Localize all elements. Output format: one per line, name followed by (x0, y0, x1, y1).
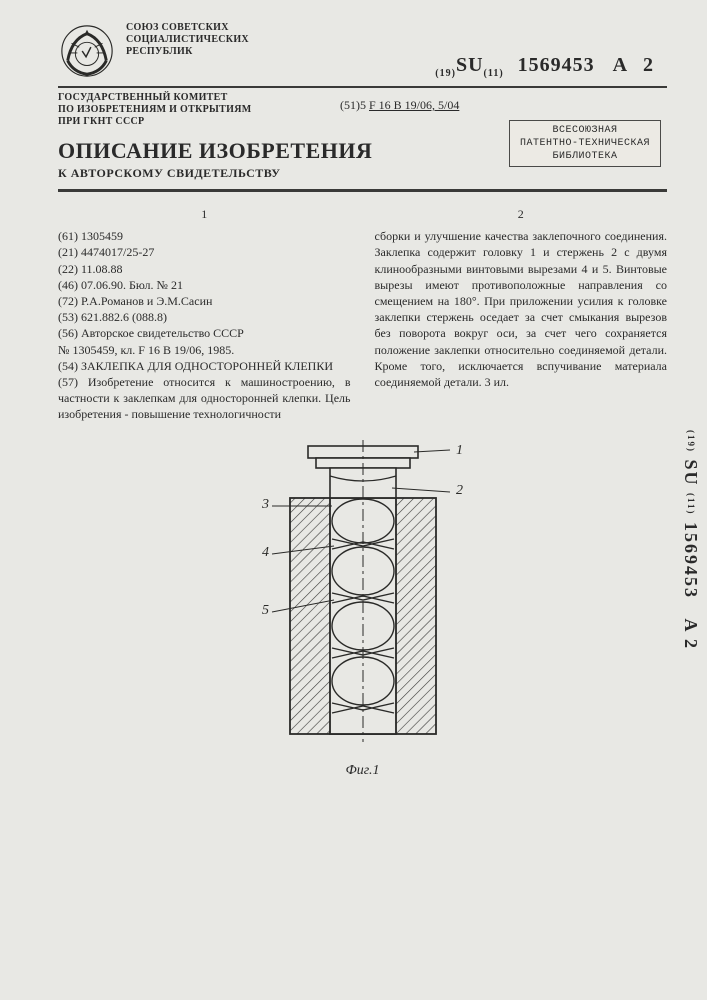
side-cc: SU (681, 460, 701, 487)
stamp-line1: ВСЕСОЮЗНАЯ (520, 124, 650, 137)
side-kind: A 2 (681, 619, 701, 651)
issuer-top: СОЮЗ СОВЕТСКИХ СОЦИАЛИСТИЧЕСКИХ РЕСПУБЛИ… (126, 22, 249, 58)
side-publication-number: (19) SU (11) 1569453 A 2 (680, 430, 701, 650)
figure-1: 1 2 3 4 5 Фиг.1 (58, 436, 667, 779)
abstract-columns: 1 (61) 1305459 (21) 4474017/25-27 (22) 1… (58, 206, 667, 422)
figure-label-5: 5 (262, 603, 269, 618)
publication-number: (19)SU(11) 1569453 A 2 (435, 54, 659, 79)
ipc-classification: (51)5 F 16 B 19/06, 5/04 (340, 98, 459, 113)
ussr-emblem-icon (58, 22, 116, 80)
ipc-prefix: (51)5 (340, 98, 366, 112)
side-prefix: (19) (686, 430, 696, 453)
figure-label-1: 1 (456, 443, 463, 458)
figure-label-2: 2 (456, 483, 463, 498)
country-code: SU (456, 54, 484, 76)
column-2: 2 сборки и улучшение качества заклепочно… (375, 206, 668, 422)
abstract-start: (57) Изобретение относится к машинострое… (58, 374, 351, 423)
title-sub: К АВТОРСКОМУ СВИДЕТЕЛЬСТВУ (58, 166, 667, 181)
library-stamp: ВСЕСОЮЗНАЯ ПАТЕНТНО-ТЕХНИЧЕСКАЯ БИБЛИОТЕ… (509, 120, 661, 167)
stamp-line3: БИБЛИОТЕКА (520, 150, 650, 163)
column-1: 1 (61) 1305459 (21) 4474017/25-27 (22) 1… (58, 206, 351, 422)
figure-label-4: 4 (262, 545, 269, 560)
biblio-line: № 1305459, кл. F 16 B 19/06, 1985. (58, 342, 351, 358)
biblio-line: (72) Р.А.Романов и Э.М.Сасин (58, 293, 351, 309)
divider-top (58, 86, 667, 88)
issuer-text: СОЮЗ СОВЕТСКИХ СОЦИАЛИСТИЧЕСКИХ РЕСПУБЛИ… (126, 22, 249, 76)
stamp-line2: ПАТЕНТНО-ТЕХНИЧЕСКАЯ (520, 137, 650, 150)
biblio-line: (54) ЗАКЛЕПКА ДЛЯ ОДНОСТОРОННЕЙ КЛЕПКИ (58, 358, 351, 374)
col1-number: 1 (58, 206, 351, 222)
rivet-diagram: 1 2 3 4 5 (238, 436, 488, 756)
figure-label-3: 3 (261, 497, 269, 512)
ipc-code: F 16 B 19/06, 5/04 (369, 98, 459, 112)
divider-main (58, 189, 667, 192)
biblio-line: (46) 07.06.90. Бюл. № 21 (58, 277, 351, 293)
doc-number: 1569453 (518, 54, 595, 76)
doc-prefix: (11) (484, 68, 504, 79)
kind-code: A 2 (613, 54, 659, 76)
abstract-continuation: сборки и улучшение качества заклепочного… (375, 228, 668, 390)
side-mid: (11) (686, 493, 696, 516)
biblio-line: (21) 4474017/25-27 (58, 244, 351, 260)
biblio-line: (56) Авторское свидетельство СССР (58, 325, 351, 341)
biblio-line: (61) 1305459 (58, 228, 351, 244)
side-num: 1569453 (681, 522, 701, 599)
country-prefix: (19) (435, 68, 456, 79)
biblio-line: (22) 11.08.88 (58, 261, 351, 277)
figure-caption: Фиг.1 (58, 763, 667, 779)
col2-number: 2 (375, 206, 668, 222)
biblio-line: (53) 621.882.6 (088.8) (58, 309, 351, 325)
